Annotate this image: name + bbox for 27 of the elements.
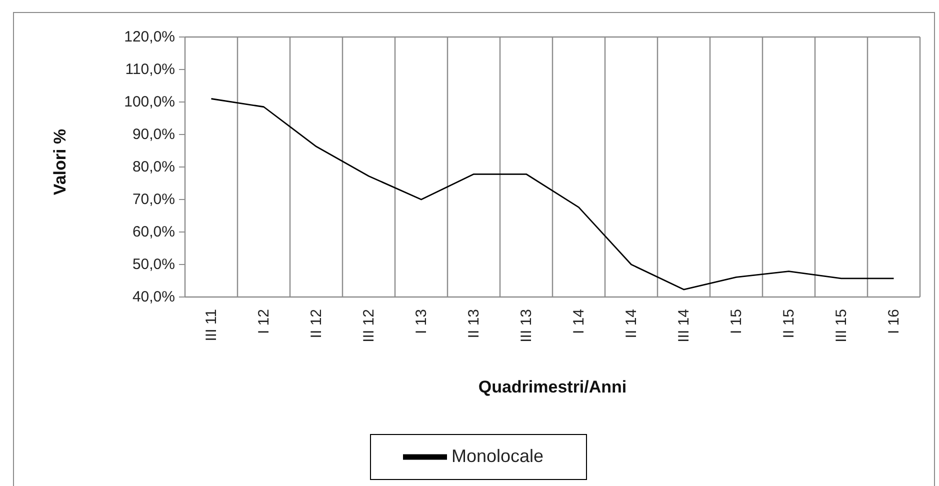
x-tick-label: I 14: [570, 309, 588, 334]
line-series: [210, 98, 894, 290]
x-tick-label: I 16: [885, 309, 902, 334]
y-tick-label: 80,0%: [132, 158, 175, 176]
y-tick-label: 100,0%: [124, 94, 175, 110]
x-axis-title: Quadrimestri/Anni: [478, 378, 627, 396]
y-tick-label: 70,0%: [132, 191, 175, 208]
y-tick-label: 50,0%: [132, 256, 175, 273]
y-axis-title: Valori %: [50, 128, 70, 196]
x-tick-label: II 12: [308, 309, 325, 338]
x-tick-label: II 14: [622, 309, 640, 338]
x-tick-label: I 15: [728, 309, 745, 334]
x-tick-label: III 13: [518, 309, 535, 342]
x-tick-label: III 14: [675, 309, 692, 342]
y-tick-label: 120,0%: [124, 28, 175, 46]
x-tick-label: III 12: [360, 309, 378, 342]
legend-label: Monolocale: [451, 446, 544, 466]
y-tick-label: 90,0%: [132, 126, 175, 143]
x-tick-label: I 13: [412, 309, 430, 334]
x-tick-label: I 12: [255, 309, 272, 334]
y-tick-label: 60,0%: [132, 224, 175, 240]
y-tick-label: 110,0%: [125, 61, 175, 78]
x-tick-label: III 15: [832, 309, 850, 342]
x-tick-label: III 11: [202, 309, 220, 342]
x-tick-label: II 13: [465, 309, 482, 338]
y-tick-label: 40,0%: [132, 288, 175, 306]
x-tick-label: II 15: [780, 309, 798, 338]
